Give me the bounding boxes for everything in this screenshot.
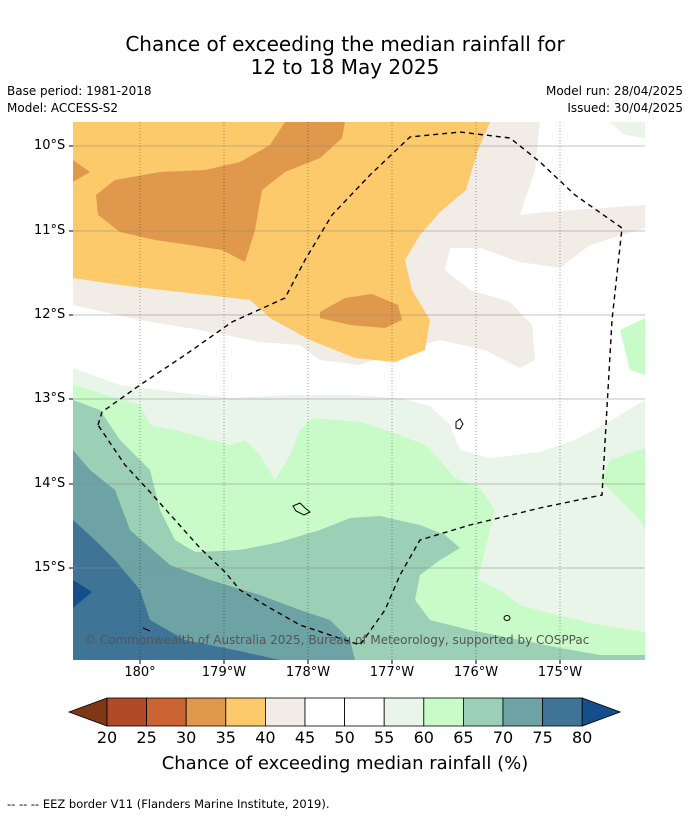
colorbar-tick-label: 75 [532,728,553,747]
colorbar-tick-label: 65 [453,728,474,747]
colorbar [67,697,622,727]
colorbar-extend-low [67,697,108,727]
colorbar-tick-label: 60 [413,728,434,747]
colorbar-tick-label: 20 [96,728,118,747]
map-title-line2: 12 to 18 May 2025 [250,55,440,79]
colorbar-segment [106,697,147,727]
colorbar-tick-label: 30 [176,728,197,747]
lon-label-179w: 179°W [201,665,247,680]
lat-label-10s: 10°S [34,138,66,153]
copyright-notice: © Commonwealth of Australia 2025, Bureau… [84,633,590,647]
zone-35-40-c [320,294,402,328]
zone-35-40-a [73,160,90,182]
colorbar-extend-high [581,697,622,727]
lon-label-180: 180° [124,665,156,680]
islands [142,418,511,632]
lon-label-178w: 178°W [285,665,331,680]
colorbar-segment [462,697,504,727]
eez-border [97,131,623,646]
zone-35-40-b [96,122,345,262]
colorbar-tick-label: 35 [215,728,236,747]
colorbar-tick-label: 50 [334,728,355,747]
eez-footnote: -- -- -- EEZ border V11 (Flanders Marine… [7,797,330,811]
issued-label: Issued: 30/04/2025 [567,101,683,115]
lat-label-12s: 12°S [34,307,66,322]
colorbar-segment [304,697,345,727]
colorbar-tick-label: 55 [374,728,395,747]
colorbar-segment [185,697,227,727]
colorbar-tick-label: 70 [492,728,514,747]
model-label: Model: ACCESS-S2 [7,101,119,115]
colorbar-segment [264,697,306,727]
colorbar-title: Chance of exceeding median rainfall (%) [161,753,529,774]
lon-label-177w: 177°W [369,665,415,680]
lat-label-14s: 14°S [34,476,66,491]
probability-contours [73,122,645,660]
colorbar-tick-label: 45 [294,728,316,747]
colorbar-segment [344,697,385,727]
colorbar-segment [502,697,543,727]
colorbar-segment [146,697,187,727]
colorbar-tick-label: 80 [572,728,593,747]
lon-label-176w: 176°W [453,665,499,680]
lat-label-11s: 11°S [34,223,66,238]
model-run-label: Model run: 28/04/2025 [545,84,683,98]
lon-label-175w: 175°W [537,665,583,680]
zone-80-plus [73,580,92,608]
colorbar-segment [383,697,425,727]
map-title-line1: Chance of exceeding the median rainfall … [125,32,565,56]
zone-75-80 [73,520,280,660]
lat-label-15s: 15°S [34,560,66,575]
colorbar-tick-label: 40 [255,728,276,747]
colorbar-segment [423,697,464,727]
colorbar-segment [225,697,266,727]
latitude-gridlines [73,145,645,569]
colorbar-segment [542,697,583,727]
zone-55-60-b [610,122,645,138]
lat-label-13s: 13°S [34,391,66,406]
axis-ticks [69,145,561,664]
base-period-label: Base period: 1981-2018 [7,84,152,98]
colorbar-tick-label: 25 [136,728,157,747]
zone-60-65-b [620,318,645,375]
